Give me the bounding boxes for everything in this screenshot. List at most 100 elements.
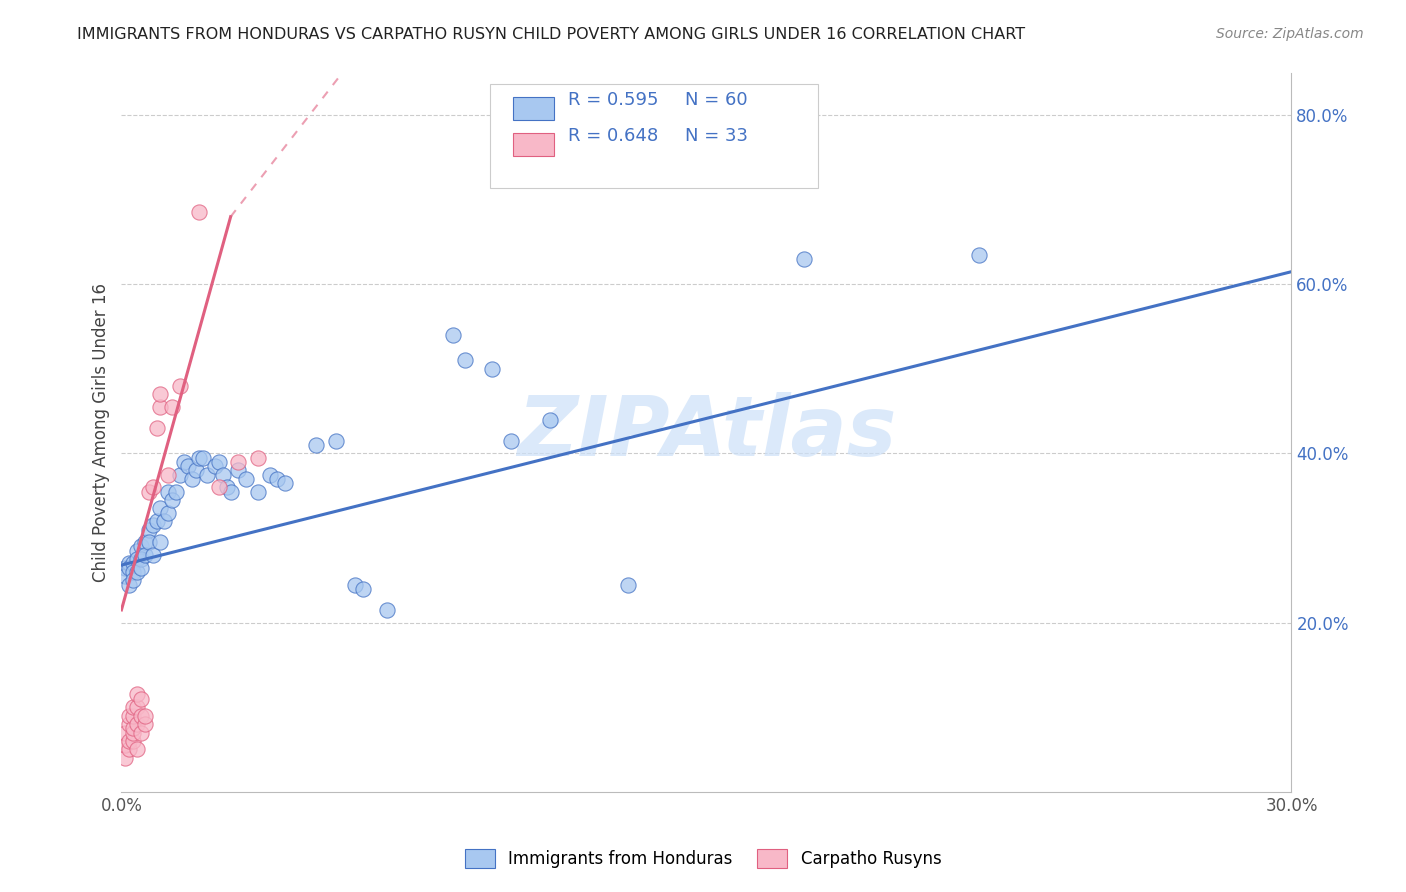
Point (219, 484, 242, 499)
Point (169, 379, 191, 393)
Point (160, 493, 183, 508)
Point (153, 514, 176, 528)
Point (145, 514, 167, 528)
Point (114, 751, 136, 765)
Point (122, 700, 145, 714)
Point (246, 450, 269, 465)
Point (173, 455, 195, 469)
Point (118, 577, 141, 591)
FancyBboxPatch shape (491, 84, 818, 188)
Point (142, 548, 165, 562)
Point (157, 467, 180, 482)
Point (134, 717, 156, 731)
Point (177, 459, 200, 474)
Point (169, 467, 191, 482)
Point (235, 472, 257, 486)
Point (114, 738, 136, 752)
Y-axis label: Child Poverty Among Girls Under 16: Child Poverty Among Girls Under 16 (93, 283, 110, 582)
Point (246, 484, 269, 499)
Point (122, 725, 145, 739)
Point (114, 725, 136, 739)
Point (129, 691, 152, 706)
Point (149, 501, 172, 516)
Point (118, 708, 141, 723)
Point (180, 472, 202, 486)
Point (142, 518, 165, 533)
Point (352, 582, 374, 596)
Point (122, 565, 145, 579)
Point (228, 463, 250, 477)
Point (129, 708, 152, 723)
Point (259, 467, 281, 482)
Point (208, 480, 231, 494)
Point (149, 535, 172, 549)
Point (325, 434, 347, 448)
Point (184, 463, 207, 477)
Point (305, 438, 328, 452)
Text: IMMIGRANTS FROM HONDURAS VS CARPATHO RUSYN CHILD POVERTY AMONG GIRLS UNDER 16 CO: IMMIGRANTS FROM HONDURAS VS CARPATHO RUS… (77, 27, 1025, 42)
Point (204, 459, 226, 474)
Point (138, 523, 160, 537)
Point (160, 400, 183, 414)
Point (122, 708, 145, 723)
Point (195, 467, 218, 482)
Point (125, 700, 148, 714)
Text: ZIPAtlas: ZIPAtlas (517, 392, 896, 473)
Point (125, 543, 148, 558)
Point (188, 205, 211, 219)
Point (129, 540, 152, 554)
Point (157, 484, 180, 499)
Point (266, 472, 288, 486)
Text: R = 0.648: R = 0.648 (568, 128, 658, 145)
Point (125, 565, 148, 579)
Point (138, 484, 160, 499)
Text: Source: ZipAtlas.com: Source: ZipAtlas.com (1216, 27, 1364, 41)
Point (969, 248, 991, 262)
Point (617, 577, 640, 591)
Point (344, 577, 367, 591)
Point (125, 688, 148, 702)
Bar (513, 96, 554, 120)
Point (129, 725, 152, 739)
Point (125, 552, 148, 566)
Point (118, 742, 141, 756)
Point (193, 450, 215, 465)
Point (538, 412, 561, 426)
Point (481, 362, 503, 376)
Text: N = 33: N = 33 (685, 128, 748, 145)
Point (122, 734, 145, 748)
Point (138, 535, 160, 549)
Point (142, 480, 165, 494)
Point (118, 717, 141, 731)
Point (228, 455, 250, 469)
Point (375, 603, 398, 617)
Point (118, 560, 141, 574)
Point (208, 455, 231, 469)
Text: N = 60: N = 60 (685, 91, 748, 110)
Point (165, 484, 187, 499)
Point (145, 421, 167, 435)
Point (122, 574, 145, 588)
Point (134, 708, 156, 723)
Point (122, 721, 145, 735)
Point (157, 506, 180, 520)
Point (793, 252, 815, 266)
Point (134, 535, 156, 549)
Point (114, 560, 136, 574)
Point (501, 434, 523, 448)
Point (441, 328, 464, 343)
Point (118, 557, 141, 571)
Legend: Immigrants from Honduras, Carpatho Rusyns: Immigrants from Honduras, Carpatho Rusyn… (458, 842, 948, 875)
Point (149, 387, 172, 401)
Bar (513, 133, 554, 155)
Point (125, 717, 148, 731)
Point (118, 734, 141, 748)
Point (129, 560, 152, 574)
Point (129, 552, 152, 566)
Point (188, 450, 211, 465)
Point (211, 467, 233, 482)
Point (215, 480, 238, 494)
Text: R = 0.595: R = 0.595 (568, 91, 659, 110)
Point (125, 742, 148, 756)
Point (134, 548, 156, 562)
